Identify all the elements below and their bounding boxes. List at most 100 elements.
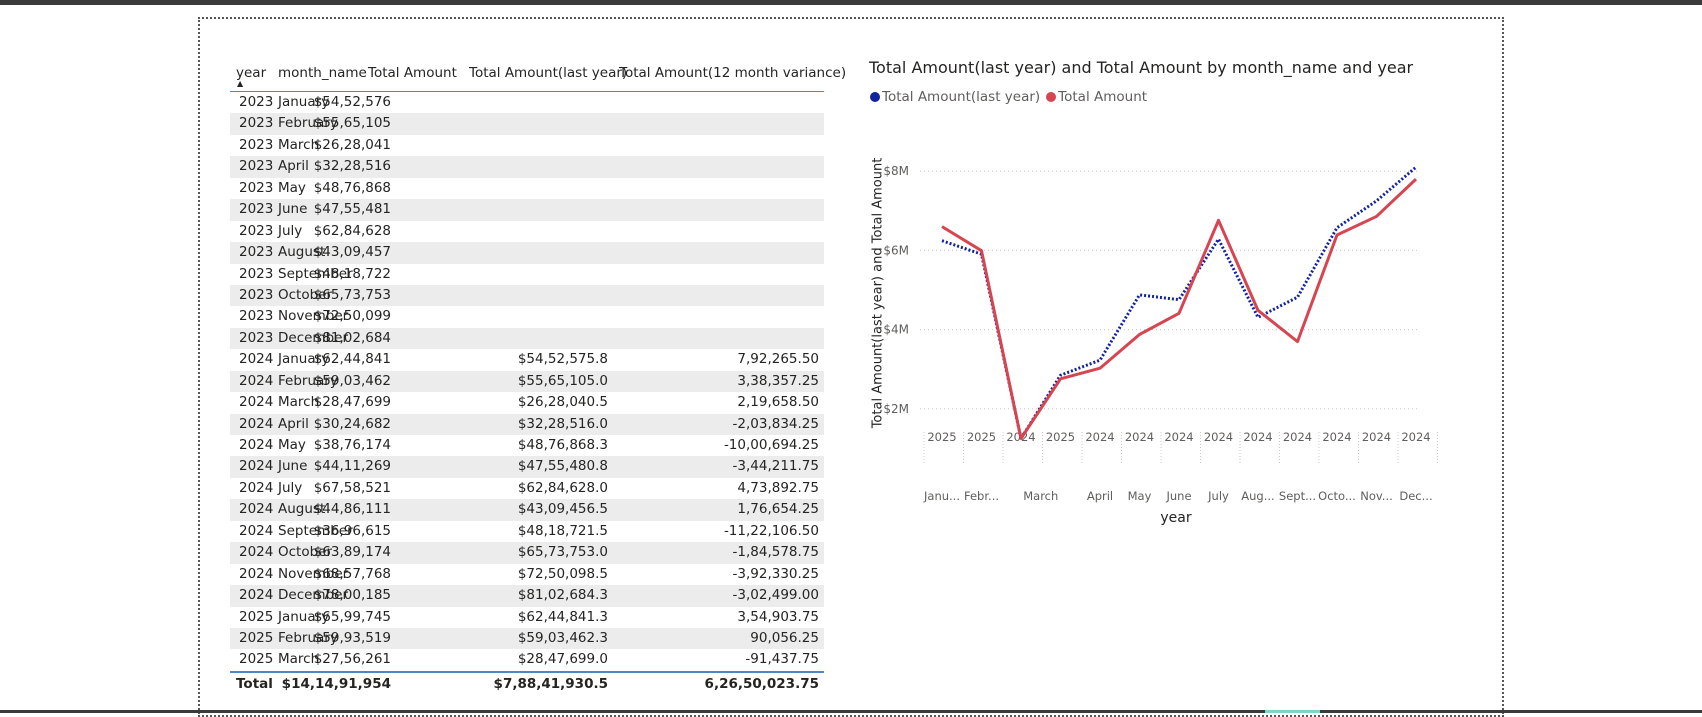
y-tick-label: $4M	[883, 323, 909, 337]
cell-month-name: December	[278, 329, 349, 346]
x-tick-month-label: March	[1023, 489, 1058, 503]
col-header-year[interactable]: year	[236, 65, 267, 81]
cell-month-name: May	[278, 437, 306, 453]
table-row[interactable]: 2024 October $63,89,174 $65,73,753.0 -1,84,5…	[230, 542, 824, 564]
table-row[interactable]: 2025 February $59,93,519 $59,03,462.3 90,056…	[230, 627, 824, 650]
table-row[interactable]: 2023 February $55,65,105	[230, 113, 824, 135]
cell-12-month-variance: 2,19,658.50	[737, 394, 819, 411]
cell-month-name: November	[278, 565, 349, 582]
table-row[interactable]: 2024 November $68,57,768 $72,50,098.5 -3,92,…	[230, 564, 824, 585]
cell-month-name: October	[278, 286, 333, 303]
cell-total-amount: $68,57,768	[313, 565, 391, 582]
table-header: year ▲ month_name Total Amount Total Amo…	[230, 60, 846, 92]
col-header-12-month-variance[interactable]: Total Amount(12 month variance)	[619, 65, 847, 81]
cell-total-amount: $47,55,481	[313, 201, 391, 218]
cell-month-name: February	[278, 372, 338, 389]
table-row[interactable]: 2023 October $65,73,753	[230, 284, 824, 307]
cell-total-amount-last-year: $59,03,462.3	[517, 629, 608, 646]
table-row[interactable]: 2024 May $38,76,174 $48,76,868.3 -10,00,694.…	[230, 435, 824, 456]
cell-month-name: May	[278, 179, 306, 196]
cell-12-month-variance: -11,22,106.50	[723, 522, 819, 539]
sort-ascending-icon[interactable]: ▲	[237, 79, 244, 88]
legend-item-total-amount[interactable]: Total Amount	[1046, 89, 1147, 105]
table-row[interactable]: 2024 September $36,96,615 $48,18,721.5 -11,2…	[230, 521, 824, 542]
cell-month-name: March	[278, 136, 320, 153]
table-row[interactable]: 2023 August $43,09,457	[230, 242, 824, 264]
cell-year: 2023	[239, 158, 274, 175]
cell-year: 2024	[239, 437, 274, 453]
cell-total-amount: $48,76,868	[313, 179, 391, 196]
table-row[interactable]: 2023 January $54,52,576	[230, 92, 824, 113]
x-tick-year-label: 2024	[1243, 430, 1272, 444]
col-header-total-amount[interactable]: Total Amount	[368, 65, 457, 81]
cell-12-month-variance: 4,73,892.75	[737, 479, 819, 496]
x-tick-year-label: 2025	[1046, 430, 1075, 444]
cell-total-amount: $27,56,261	[313, 651, 391, 668]
cell-year: 2024	[239, 501, 274, 518]
cell-month-name: November	[278, 308, 349, 325]
cell-month-name: September	[278, 265, 353, 282]
table-row[interactable]: 2023 April $32,28,516	[230, 156, 824, 178]
table-row[interactable]: 2024 June $44,11,269 $47,55,480.8 -3,44,211.…	[230, 456, 824, 478]
table-row[interactable]: 2023 May $48,76,868	[230, 178, 824, 199]
cell-year: 2024	[239, 565, 274, 582]
cell-total-amount: $59,93,519	[313, 629, 391, 646]
table-row[interactable]: 2024 July $67,58,521 $62,84,628.0 4,73,892.7…	[230, 478, 824, 499]
x-tick-month-label: April	[1087, 489, 1113, 503]
matrix-table[interactable]: year ▲ month_name Total Amount Total Amo…	[230, 60, 846, 699]
cell-month-name: July	[278, 222, 303, 239]
cell-year: 2023	[239, 222, 274, 239]
cell-month-name: January	[278, 608, 330, 625]
line-chart[interactable]: $2M $4M $6M $8M 2025 2025 2024 2025 2024 2024 2024…	[860, 130, 1440, 510]
cell-year: 2024	[239, 372, 274, 389]
col-header-month-name[interactable]: month_name	[278, 65, 367, 81]
table-row[interactable]: 2023 November $72,50,099	[230, 306, 824, 327]
cell-total-amount: $55,65,105	[313, 115, 391, 132]
cell-year: 2023	[239, 244, 274, 261]
cell-year: 2025	[239, 629, 274, 646]
cell-year: 2023	[239, 329, 274, 346]
table-row[interactable]: 2025 March $27,56,261 $28,47,699.0 -91,437.7…	[230, 649, 824, 670]
cell-12-month-variance: -3,92,330.25	[732, 565, 819, 582]
cell-year: 2023	[239, 179, 274, 196]
table-row[interactable]: 2024 December $78,00,185 $81,02,684.3 -3,02,…	[230, 585, 824, 607]
table-row[interactable]: 2024 April $30,24,682 $32,28,516.0 -2,03,834…	[230, 413, 824, 435]
cell-total-amount: $81,02,684	[313, 329, 391, 346]
legend-item-last-year[interactable]: Total Amount(last year)	[870, 89, 1040, 105]
cell-total-amount: $38,76,174	[313, 437, 391, 453]
cell-total-amount: $62,44,841	[313, 351, 391, 368]
cell-total-amount: $43,09,457	[313, 244, 391, 261]
cell-year: 2024	[239, 522, 274, 539]
cell-year: 2024	[239, 544, 274, 561]
cell-12-month-variance: -1,84,578.75	[732, 544, 819, 561]
cell-total-amount-last-year: $48,76,868.3	[517, 437, 608, 453]
cell-total-amount-last-year: $72,50,098.5	[517, 565, 608, 582]
table-row[interactable]: 2023 June $47,55,481	[230, 199, 824, 221]
table-row[interactable]: 2024 August $44,86,111 $43,09,456.5 1,76,654…	[230, 499, 824, 521]
cell-12-month-variance: -91,437.75	[745, 651, 819, 668]
table-row[interactable]: 2024 January $62,44,841 $54,52,575.8 7,92,26…	[230, 349, 824, 370]
table-row[interactable]: 2024 March $28,47,699 $26,28,040.5 2,19,658.…	[230, 392, 824, 413]
table-row[interactable]: 2023 March $26,28,041	[230, 135, 824, 156]
x-tick-month-label: Nov...	[1360, 489, 1393, 503]
cell-year: 2025	[239, 651, 274, 668]
cell-total-amount-last-year: $47,55,480.8	[517, 458, 608, 475]
table-row[interactable]: 2023 July $62,84,628	[230, 221, 824, 242]
table-row[interactable]: 2023 September $48,18,722	[230, 264, 824, 285]
cell-total-amount: $72,50,099	[313, 308, 391, 325]
table-row[interactable]: 2023 December $81,02,684	[230, 327, 824, 350]
x-tick-month-label: May	[1128, 489, 1152, 503]
table-total-row: Total $14,14,91,954 $7,88,41,930.5 6,26,…	[230, 670, 824, 699]
cell-month-name: June	[278, 201, 308, 218]
cell-month-name: August	[278, 501, 326, 518]
total-amount-sum: $14,14,91,954	[281, 675, 391, 692]
cell-total-amount: $48,18,722	[313, 265, 391, 282]
cell-12-month-variance: -3,02,499.00	[732, 587, 819, 604]
cell-total-amount-last-year: $81,02,684.3	[517, 587, 608, 604]
col-header-total-amount-last-year[interactable]: Total Amount(last year)	[469, 65, 628, 81]
table-row[interactable]: 2025 January $65,99,745 $62,44,841.3 3,54,90…	[230, 607, 824, 628]
x-tick-month-label: June	[1165, 489, 1191, 503]
cell-total-amount: $32,28,516	[313, 158, 391, 175]
table-row[interactable]: 2024 February $59,03,462 $55,65,105.0 3,38,3…	[230, 370, 824, 393]
x-tick-month-label: Dec...	[1399, 489, 1432, 503]
